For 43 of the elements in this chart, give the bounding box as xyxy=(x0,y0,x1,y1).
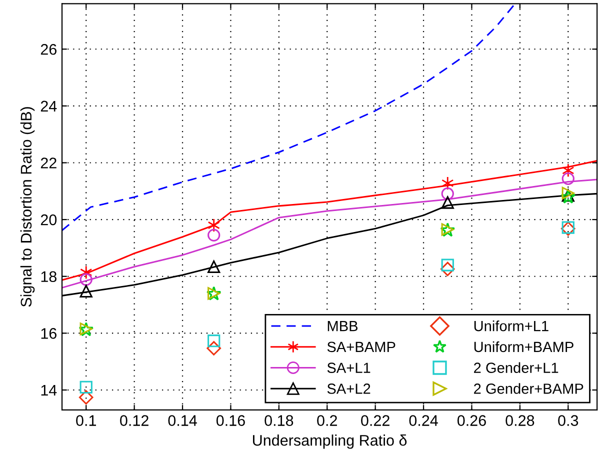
point xyxy=(562,186,574,200)
point xyxy=(80,380,92,394)
legend-label: SA+L1 xyxy=(327,362,370,373)
x-axis-title: Undersampling Ratio δ xyxy=(253,434,407,449)
y-tick-label: 22 xyxy=(40,158,56,168)
point xyxy=(441,196,454,209)
y-tick-label: 24 xyxy=(40,100,57,112)
x-tick-label: 0.14 xyxy=(168,415,197,426)
y-tick-label: 14 xyxy=(41,385,57,396)
point xyxy=(78,390,94,405)
x-tick-label: 0.18 xyxy=(264,415,294,426)
legend-label: MBB xyxy=(328,321,358,332)
x-tick-label: 0.12 xyxy=(120,415,148,426)
point xyxy=(208,334,220,348)
point xyxy=(206,341,221,356)
point xyxy=(80,284,92,298)
point xyxy=(441,187,454,200)
point xyxy=(440,262,455,276)
x-tick-label: 0.26 xyxy=(457,415,486,426)
x-tick-label: 0.3 xyxy=(558,415,578,426)
legend-label: Uniform+BAMP xyxy=(474,341,574,352)
x-tick-label: 0.22 xyxy=(361,415,390,426)
y-axis-title: Signal to Distortion Ratio (dB) xyxy=(20,107,35,307)
line-series xyxy=(62,4,516,232)
point xyxy=(441,258,454,272)
legend-label: SA+BAMP xyxy=(327,342,396,352)
legend-label: Uniform+L1 xyxy=(474,320,548,332)
point xyxy=(562,172,574,185)
x-tick-label: 0.24 xyxy=(409,415,438,426)
x-tick-label: 0.16 xyxy=(216,415,245,426)
legend-label: 2 Gender+L1 xyxy=(474,362,558,373)
legend-label: SA+L2 xyxy=(327,384,370,394)
x-tick-label: 0.2 xyxy=(317,415,337,426)
point xyxy=(208,260,220,274)
y-tick-label: 26 xyxy=(40,44,56,55)
point xyxy=(208,228,220,242)
legend-label: 2 Gender+BAMP xyxy=(474,383,584,394)
y-tick-label: 16 xyxy=(41,328,56,339)
x-tick-label: 0.28 xyxy=(506,415,534,426)
y-tick-label: 20 xyxy=(40,214,57,226)
x-tick-label: 0.1 xyxy=(76,415,96,426)
y-tick-label: 18 xyxy=(41,271,56,282)
point xyxy=(80,273,92,286)
